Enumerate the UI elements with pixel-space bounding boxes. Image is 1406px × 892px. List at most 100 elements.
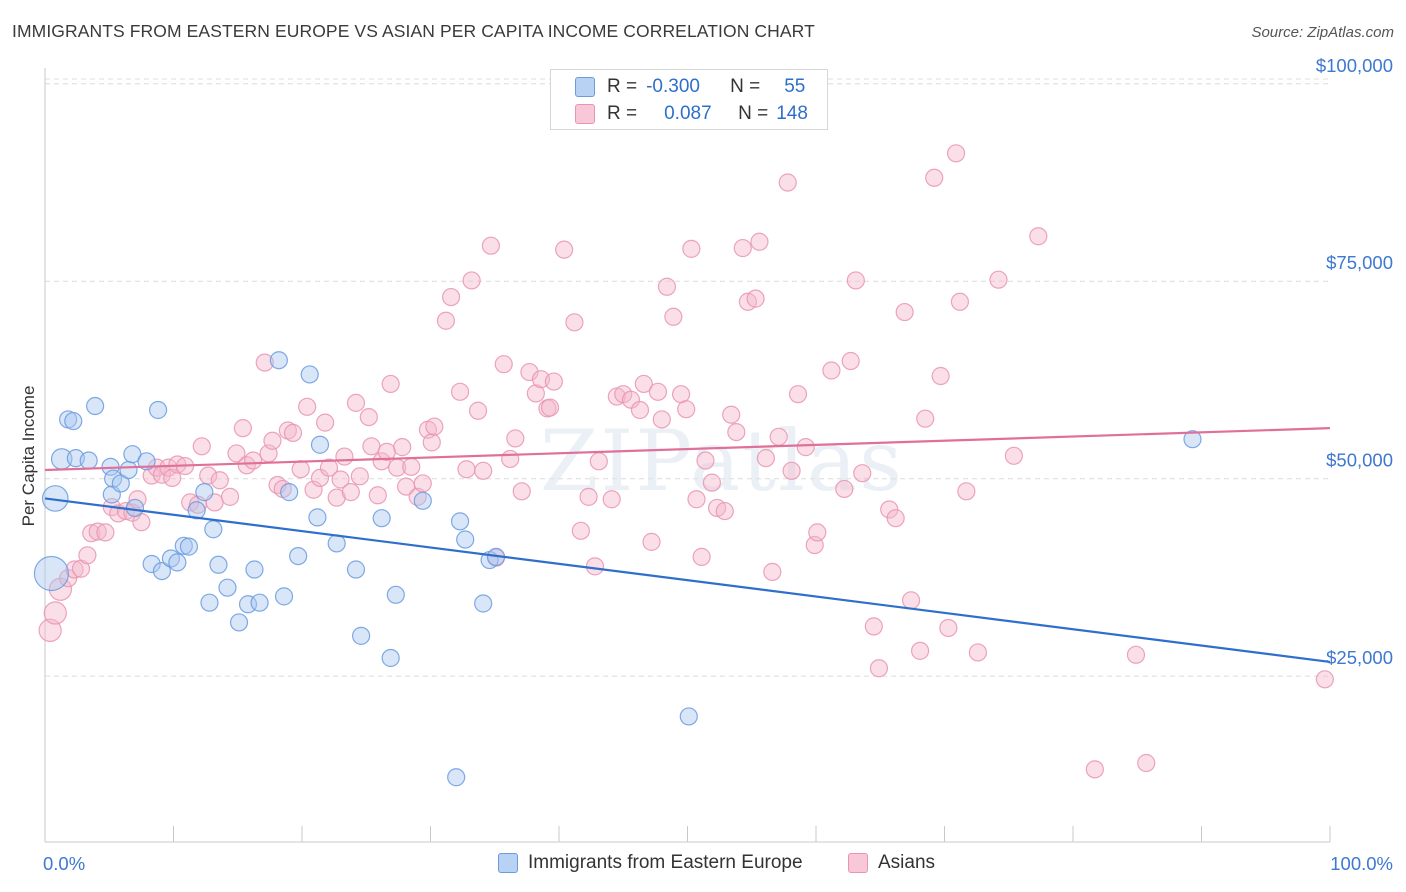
n-value: 55: [784, 76, 806, 97]
eastern-europe-point: [352, 626, 371, 645]
x-tick-label: 100.0%: [1330, 853, 1393, 874]
eastern-europe-point: [195, 483, 214, 502]
asians-point: [1126, 645, 1146, 664]
asians-point: [796, 438, 815, 457]
legend-row-eastern-europe: R = -0.300 N = 55: [575, 74, 805, 100]
eastern-europe-point: [250, 593, 269, 612]
asians-point: [664, 307, 683, 326]
eastern-europe-point: [111, 474, 130, 493]
asians-point: [931, 366, 950, 386]
asians-point: [481, 236, 500, 255]
asians-point: [727, 422, 746, 442]
asians-point: [1137, 753, 1156, 773]
pink-swatch-icon: [575, 104, 595, 124]
asians-point: [359, 407, 378, 427]
blue-swatch-icon: [575, 77, 595, 97]
asians-point: [778, 173, 797, 192]
asians-point: [702, 473, 722, 492]
asians-point: [233, 419, 252, 438]
eastern-europe-trend-line: [44, 497, 1331, 664]
asians-point: [304, 480, 323, 499]
pink-swatch-icon: [848, 853, 868, 873]
eastern-europe-point: [1183, 430, 1202, 449]
asians-point: [544, 372, 563, 391]
asians-point: [1315, 670, 1334, 689]
asians-point: [692, 547, 711, 566]
asians-point: [579, 487, 598, 506]
eastern-europe-point: [168, 553, 187, 572]
n-label: N =: [730, 76, 761, 97]
asians-point: [571, 521, 590, 540]
eastern-europe-point: [308, 508, 327, 527]
asians-point: [436, 311, 456, 330]
eastern-europe-point: [33, 555, 70, 592]
asians-point: [864, 617, 883, 636]
asians-point: [88, 522, 107, 541]
r-label: R =: [607, 76, 638, 97]
asians-point: [501, 449, 520, 469]
asians-point: [652, 410, 671, 429]
asians-point: [886, 509, 905, 528]
asians-point: [327, 488, 346, 507]
asians-point: [402, 457, 421, 476]
eastern-europe-point: [142, 554, 161, 574]
eastern-europe-point: [300, 365, 319, 384]
asians-point: [835, 479, 854, 499]
eastern-europe-point: [209, 555, 228, 574]
eastern-europe-point: [148, 400, 168, 420]
asians-point: [38, 618, 62, 642]
legend-item-asians: Asians: [848, 852, 935, 874]
source-label: Source: ZipAtlas.com: [1251, 24, 1394, 41]
eastern-europe-point: [125, 498, 145, 518]
asians-point: [82, 524, 101, 543]
asians-point: [255, 353, 274, 372]
asians-point: [950, 292, 970, 311]
asians-point: [634, 374, 653, 394]
asians-point: [1004, 446, 1023, 465]
asians-point: [788, 385, 808, 404]
asians-point: [687, 490, 706, 509]
asians-point: [746, 289, 765, 308]
eastern-europe-point: [327, 534, 346, 553]
asians-point: [362, 437, 381, 456]
eastern-europe-point: [229, 613, 249, 632]
asians-point: [756, 449, 775, 468]
asians-point: [78, 546, 97, 565]
eastern-europe-point: [386, 585, 405, 604]
asians-point: [192, 437, 211, 456]
correlation-legend: R = -0.300 N = 55 R = 0.087 N = 148: [550, 69, 828, 130]
eastern-europe-point: [679, 707, 698, 726]
axes: [44, 68, 1331, 843]
asians-point: [621, 390, 641, 409]
asians-point: [989, 270, 1008, 289]
eastern-europe-point: [381, 648, 400, 668]
y-tick-label: $75,000: [1326, 252, 1393, 273]
eastern-europe-point: [456, 530, 475, 549]
r-label: R =: [607, 103, 638, 124]
asians-point: [642, 532, 661, 551]
eastern-europe-point: [274, 587, 294, 606]
n-label: N =: [738, 103, 769, 124]
asians-point: [220, 487, 240, 506]
asians-point: [1029, 227, 1048, 246]
asians-point: [841, 351, 860, 371]
eastern-europe-point: [218, 578, 237, 597]
asians-point: [968, 643, 988, 662]
x-tick-label: 0.0%: [43, 853, 85, 874]
asians-point: [555, 240, 574, 259]
asians-point: [512, 482, 531, 501]
eastern-europe-point: [280, 483, 299, 502]
asians-point: [696, 451, 715, 470]
asians-point: [96, 523, 115, 542]
asians-point: [48, 577, 73, 601]
eastern-europe-point: [372, 509, 391, 528]
legend-label: Asians: [878, 852, 936, 873]
blue-swatch-icon: [498, 853, 518, 873]
legend-label: Immigrants from Eastern Europe: [528, 852, 803, 873]
asians-point: [682, 239, 701, 258]
asians-point: [227, 444, 246, 463]
asians-point: [468, 401, 488, 420]
asians-point: [413, 474, 432, 493]
asians-point: [65, 560, 84, 579]
